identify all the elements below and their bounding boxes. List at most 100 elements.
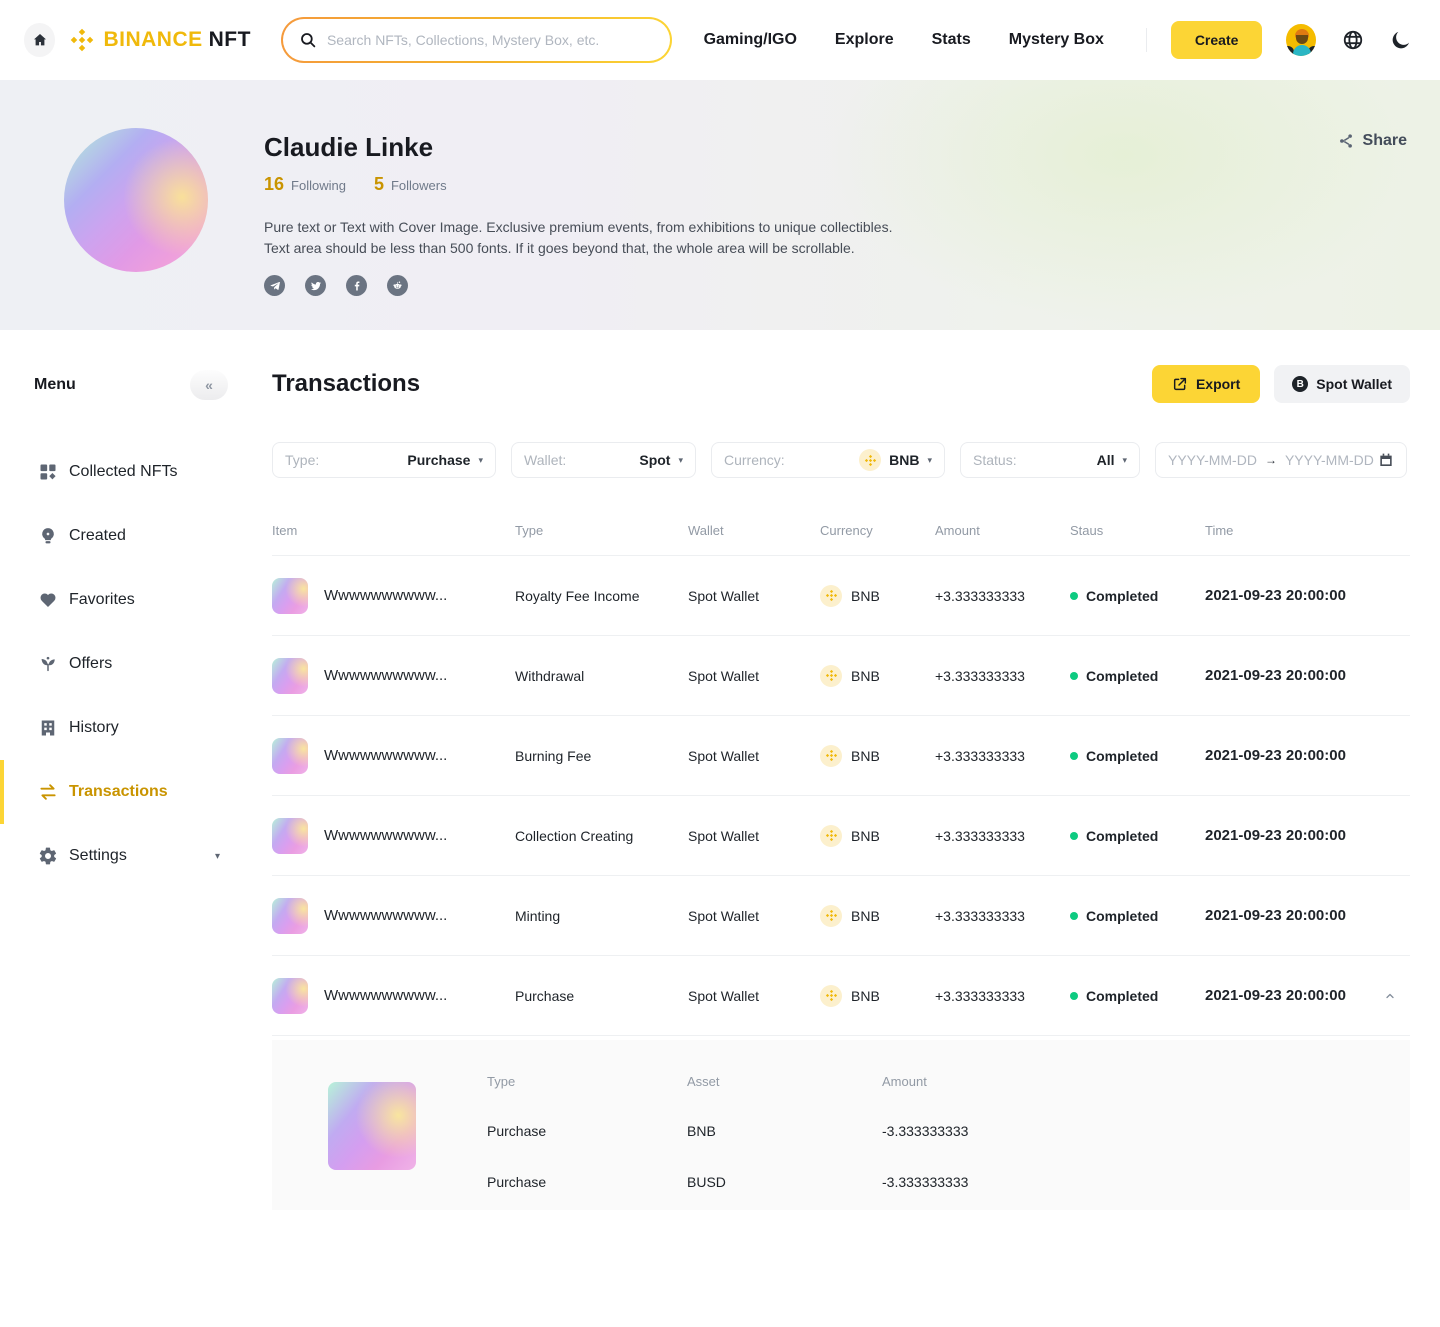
table-row[interactable]: Wwwwwwwwww... Withdrawal Spot Wallet BNB… [272, 636, 1410, 716]
sidebar-item-collected-nfts[interactable]: Collected NFTs [0, 440, 272, 504]
heart-icon [40, 593, 56, 607]
detail-type: Purchase [487, 1173, 547, 1190]
table-row[interactable]: Wwwwwwwwww... Collection Creating Spot W… [272, 796, 1410, 876]
currency-filter-dropdown[interactable]: Currency: BNB ▾ [711, 442, 945, 478]
date-range-picker[interactable]: YYYY-MM-DD → YYYY-MM-DD [1155, 442, 1407, 478]
table-header: Item Type Wallet Currency Amount Staus T… [272, 506, 1410, 556]
detail-header-amount: Amount [882, 1074, 927, 1089]
moon-icon [1392, 31, 1410, 49]
nft-thumbnail [272, 577, 308, 614]
bnb-coin-dark-icon: B [1292, 376, 1309, 392]
status-filter-dropdown[interactable]: Status: All ▾ [960, 442, 1140, 478]
reddit-icon[interactable] [387, 275, 408, 296]
detail-header-type: Type [487, 1074, 516, 1089]
detail-header-asset: Asset [687, 1074, 720, 1089]
dark-mode-toggle[interactable] [1390, 29, 1412, 51]
create-button[interactable]: Create [1170, 21, 1263, 59]
sidebar-item-label: Collected NFTs [69, 463, 178, 480]
col-header-item: Item [272, 523, 298, 538]
search-bar [280, 17, 672, 63]
search-input[interactable] [326, 32, 654, 48]
nft-thumbnail [272, 817, 308, 854]
bnb-coin-icon [859, 449, 882, 471]
col-header-type: Type [515, 523, 544, 538]
social-links [264, 275, 892, 296]
profile-avatar [64, 128, 208, 272]
detail-amount: -3.333333333 [882, 1123, 969, 1140]
binance-diamond-icon [71, 28, 94, 52]
following-stat[interactable]: 16 Following [264, 174, 346, 195]
nav-link-gaming-igo[interactable]: Gaming/IGO [703, 31, 797, 48]
followers-stat[interactable]: 5 Followers [374, 174, 447, 195]
gear-icon [39, 847, 57, 865]
detail-asset: BNB [687, 1123, 716, 1140]
wallet-filter-dropdown[interactable]: Wallet: Spot ▾ [511, 442, 696, 478]
user-avatar[interactable] [1286, 24, 1316, 56]
nav-link-mystery-box[interactable]: Mystery Box [1008, 31, 1104, 48]
share-label: Share [1362, 132, 1407, 149]
col-header-time: Time [1205, 523, 1234, 538]
facebook-icon[interactable] [346, 275, 367, 296]
table-row[interactable]: Wwwwwwwwww... Royalty Fee Income Spot Wa… [272, 556, 1410, 636]
spot-wallet-button[interactable]: B Spot Wallet [1274, 365, 1410, 403]
nft-thumbnail-large [328, 1082, 416, 1170]
profile-header: Claudie Linke 16 Following 5 Followers P… [0, 80, 1440, 330]
sidebar-item-offers[interactable]: Offers [0, 632, 272, 696]
sidebar-item-favorites[interactable]: Favorites [0, 568, 272, 632]
followers-count: 5 [373, 174, 384, 194]
telegram-icon[interactable] [264, 275, 285, 296]
status-dot [1070, 591, 1078, 600]
sidebar-item-label: Settings [69, 847, 127, 864]
chevron-up-icon[interactable] [1384, 990, 1396, 1002]
sidebar-item-transactions[interactable]: Transactions [0, 760, 272, 824]
share-icon [1339, 134, 1352, 148]
following-label: Following [291, 178, 346, 193]
bnb-coin-icon [820, 584, 842, 607]
export-button[interactable]: Export [1151, 365, 1261, 403]
sidebar-item-settings[interactable]: Settings ▾ [0, 824, 272, 888]
twitter-icon[interactable] [305, 275, 326, 296]
sidebar-item-label: Created [69, 527, 126, 544]
detail-type: Purchase [487, 1123, 547, 1140]
profile-name: Claudie Linke [264, 132, 434, 162]
chevron-down-icon: ▾ [927, 454, 932, 465]
date-start-placeholder: YYYY-MM-DD [1168, 452, 1257, 468]
sidebar: Menu « Collected NFTs Created Favorite [0, 330, 272, 1210]
building-icon [41, 720, 55, 736]
settings-caret-icon: ▾ [214, 850, 220, 862]
sidebar-item-label: History [69, 719, 119, 736]
table-row[interactable]: Wwwwwwwwww... Minting Spot Wallet BNB +3… [272, 876, 1410, 956]
share-button[interactable]: Share [1337, 132, 1407, 150]
col-header-currency: Currency [820, 523, 873, 538]
table-row-expanded[interactable]: Wwwwwwwwww... Purchase Spot Wallet BNB +… [272, 956, 1410, 1036]
status-dot [1070, 991, 1078, 1000]
sidebar-item-created[interactable]: Created [0, 504, 272, 568]
bnb-coin-icon [820, 824, 842, 847]
bulb-icon [42, 528, 54, 544]
logo-text: BINANCE NFT [103, 28, 251, 51]
sidebar-item-label: Favorites [69, 591, 135, 608]
sidebar-item-history[interactable]: History [0, 696, 272, 760]
status-dot [1070, 671, 1078, 680]
globe-icon [1343, 30, 1363, 50]
type-filter-dropdown[interactable]: Type: Purchase ▾ [272, 442, 496, 478]
col-header-status: Staus [1070, 523, 1104, 538]
expanded-row-detail: Type Asset Amount Purchase BNB -3.333333… [272, 1040, 1410, 1210]
following-count: 16 [264, 174, 285, 194]
detail-asset: BUSD [687, 1173, 726, 1190]
menu-label: Menu [34, 376, 76, 393]
home-button[interactable] [24, 23, 56, 57]
sidebar-collapse-button[interactable]: « [190, 370, 228, 400]
nav-link-explore[interactable]: Explore [834, 31, 894, 48]
swap-arrows-icon [40, 784, 56, 800]
calendar-icon [1380, 453, 1392, 466]
chevron-down-icon: ▾ [478, 454, 483, 465]
binance-nft-logo[interactable]: BINANCE NFT [69, 27, 251, 53]
nav-link-stats[interactable]: Stats [931, 31, 971, 48]
table-row[interactable]: Wwwwwwwwww... Burning Fee Spot Wallet BN… [272, 716, 1410, 796]
bnb-coin-icon [820, 744, 842, 767]
language-globe-button[interactable] [1342, 29, 1364, 51]
grid-icon [40, 464, 56, 480]
export-icon [1173, 377, 1187, 391]
